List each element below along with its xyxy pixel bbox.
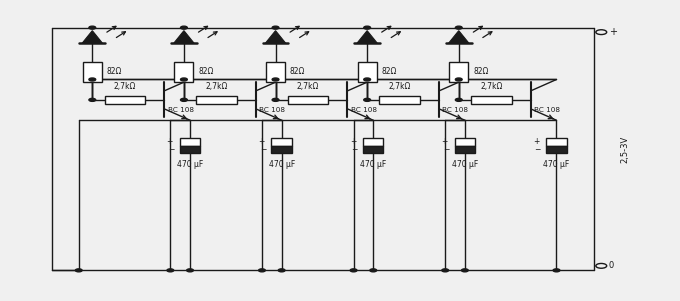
Bar — [180, 146, 200, 153]
Text: −: − — [168, 145, 174, 154]
Circle shape — [456, 78, 462, 81]
Bar — [196, 96, 237, 104]
Circle shape — [89, 26, 96, 29]
Polygon shape — [265, 31, 286, 43]
Text: BC 108: BC 108 — [168, 107, 194, 113]
Circle shape — [180, 26, 187, 29]
Text: +: + — [258, 138, 265, 147]
Circle shape — [442, 269, 449, 272]
Text: −: − — [443, 145, 449, 154]
Text: +: + — [441, 138, 448, 147]
Text: −: − — [260, 145, 266, 154]
Text: 82Ω: 82Ω — [198, 67, 214, 76]
Bar — [546, 146, 566, 153]
Text: 2,7kΩ: 2,7kΩ — [297, 82, 320, 91]
Text: 470 μF: 470 μF — [543, 160, 570, 169]
Text: +: + — [350, 138, 356, 147]
Polygon shape — [82, 31, 103, 43]
Bar — [455, 138, 475, 146]
Bar — [288, 96, 328, 104]
Text: +: + — [609, 27, 617, 37]
Bar — [266, 61, 285, 82]
Text: −: − — [352, 145, 358, 154]
Circle shape — [258, 269, 265, 272]
Circle shape — [364, 98, 371, 101]
Text: 82Ω: 82Ω — [381, 67, 396, 76]
Circle shape — [272, 98, 279, 101]
Circle shape — [364, 26, 371, 29]
Text: 2,5-3V: 2,5-3V — [620, 135, 629, 163]
Circle shape — [456, 26, 462, 29]
Circle shape — [272, 26, 279, 29]
Polygon shape — [449, 31, 469, 43]
Circle shape — [75, 269, 82, 272]
Text: 82Ω: 82Ω — [473, 67, 488, 76]
Text: 470 μF: 470 μF — [452, 160, 478, 169]
Text: 82Ω: 82Ω — [290, 67, 305, 76]
Polygon shape — [174, 31, 194, 43]
Bar — [363, 146, 384, 153]
Polygon shape — [357, 31, 377, 43]
Text: −: − — [534, 145, 541, 154]
Bar — [471, 96, 511, 104]
Text: +: + — [533, 138, 539, 147]
Text: 82Ω: 82Ω — [107, 67, 122, 76]
Text: BC 108: BC 108 — [534, 107, 560, 113]
Bar — [546, 138, 566, 146]
Bar — [105, 96, 146, 104]
Circle shape — [167, 269, 174, 272]
Text: 0: 0 — [608, 261, 613, 270]
Text: 2,7kΩ: 2,7kΩ — [114, 82, 136, 91]
Bar — [358, 61, 377, 82]
Circle shape — [456, 98, 462, 101]
Text: 2,7kΩ: 2,7kΩ — [480, 82, 503, 91]
Circle shape — [180, 98, 187, 101]
Bar — [379, 96, 420, 104]
Circle shape — [272, 78, 279, 81]
Circle shape — [89, 98, 96, 101]
Text: 2,7kΩ: 2,7kΩ — [205, 82, 228, 91]
Text: BC 108: BC 108 — [259, 107, 285, 113]
Text: BC 108: BC 108 — [351, 107, 377, 113]
Bar — [363, 138, 384, 146]
Text: 2,7kΩ: 2,7kΩ — [388, 82, 411, 91]
Circle shape — [553, 269, 560, 272]
Text: +: + — [167, 138, 173, 147]
Bar — [271, 138, 292, 146]
Bar — [271, 146, 292, 153]
Text: 470 μF: 470 μF — [269, 160, 294, 169]
Bar — [174, 61, 193, 82]
Circle shape — [462, 269, 469, 272]
Bar — [449, 61, 469, 82]
Circle shape — [180, 78, 187, 81]
Text: 470 μF: 470 μF — [360, 160, 386, 169]
Bar — [180, 138, 200, 146]
Circle shape — [278, 269, 285, 272]
Bar — [455, 146, 475, 153]
Circle shape — [186, 269, 193, 272]
Text: 470 μF: 470 μF — [177, 160, 203, 169]
Circle shape — [89, 78, 96, 81]
Circle shape — [350, 269, 357, 272]
Circle shape — [370, 269, 377, 272]
Circle shape — [364, 78, 371, 81]
Text: BC 108: BC 108 — [443, 107, 469, 113]
Bar — [83, 61, 102, 82]
